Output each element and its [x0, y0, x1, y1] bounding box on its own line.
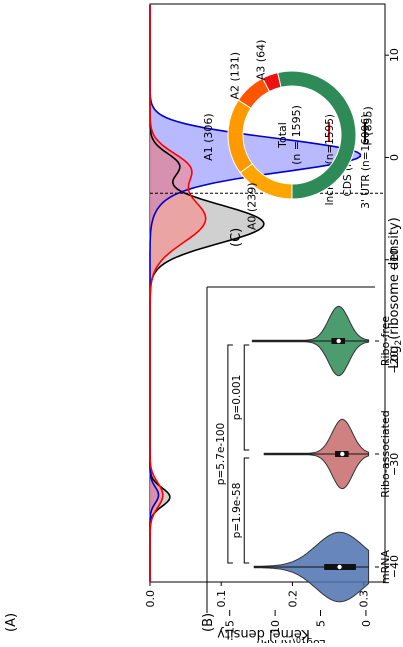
donut-label-a2-131: A2 (131) — [228, 52, 241, 100]
density-x-tick-label: −30 — [388, 453, 401, 476]
violin-category-label-mrna: mRNA — [379, 549, 392, 584]
density-area-cds-n-17981 — [150, 4, 361, 582]
density-y-axis-label: Kernel density — [217, 626, 310, 641]
donut-center-count: (n = 1595) — [290, 105, 303, 165]
panel-a-label: (A) — [4, 613, 19, 632]
donut-label-a3-64: A3 (64) — [254, 40, 267, 81]
violin-value-axis: 0 5 10 15 — [224, 610, 373, 634]
donut-label-f-855: F (855) — [361, 106, 374, 145]
violin-value-axis-label: Log10(RPKM) — [256, 635, 325, 643]
panel-b-label: (B) — [201, 613, 216, 632]
legend-label-3-utr-n-16096: 3' UTR (n=16096) — [360, 114, 372, 209]
significance-brackets: p=1.9e-58 p=0.001 p=5.7e-100 — [215, 344, 250, 564]
donut-slice-labels: F (855) A3 (64) A2 (131) A1 (306) A0 (239) — [202, 40, 374, 230]
density-line-lncrna-n-1595 — [149, 5, 207, 582]
panel-c-donut-chart: F (855) A3 (64) A2 (131) A1 (306) A0 (239) T… — [202, 40, 374, 247]
density-x-tick-label: −20 — [388, 350, 401, 373]
violin-value-tick-label: 0 — [360, 620, 373, 627]
density-y-tick-label: 0.0 — [144, 590, 157, 608]
donut-label-a0-239: A0 (239) — [246, 182, 259, 230]
bracket-p-0-001 — [243, 344, 250, 451]
panel-b-violin-chart: p=1.9e-58 p=0.001 p=5.7e-100 0 5 10 15 mRNA Ri… — [201, 286, 392, 647]
bracket-p-5-7e-100 — [227, 344, 233, 564]
violin-value-tick-label: 10 — [269, 620, 282, 634]
density-lines — [149, 5, 362, 582]
violin-median-ribo-free — [336, 338, 341, 344]
donut-label-a1-306: A1 (306) — [202, 113, 215, 161]
density-y-tick-label: 0.2 — [286, 590, 299, 608]
donut-center-total: Total — [276, 122, 289, 149]
panel-c-label: (C) — [229, 228, 244, 247]
density-y-axis: 0.0 0.1 0.2 0.3 — [144, 582, 371, 608]
violin-value-tick-label: 5 — [315, 620, 328, 627]
violins — [251, 305, 370, 603]
violin-axes — [206, 286, 375, 613]
density-x-axis-label: Log2(ribosome density) — [387, 217, 403, 368]
donut-slice-a0-239 — [239, 163, 293, 200]
density-x-axis: −40 −30 −20 −10 0 10 — [385, 48, 401, 578]
violin-median-ribo-associated — [340, 451, 345, 457]
density-x-tick-label: 10 — [388, 48, 401, 62]
violin-median-mrna — [337, 564, 342, 570]
bracket-label-p-1-9e-58: p=1.9e-58 — [231, 483, 243, 539]
density-x-tick-label: −40 — [388, 555, 401, 578]
violin-category-axis: mRNA Ribo-associated Ribo-free — [375, 316, 392, 584]
bracket-label-p-5-7e-100: p=5.7e-100 — [215, 423, 227, 485]
violin-category-label-ribo-associated: Ribo-associated — [379, 410, 392, 497]
donut-slices — [227, 70, 357, 200]
violin-category-label-ribo-free: Ribo-free — [379, 316, 392, 367]
density-area-lncrna-n-1595 — [150, 4, 206, 582]
violin-value-tick-label: 15 — [224, 620, 237, 634]
density-x-tick-label: −10 — [388, 248, 401, 271]
density-fills — [150, 4, 361, 582]
density-y-tick-label: 0.3 — [358, 590, 371, 608]
bracket-label-p-0-001: p=0.001 — [231, 375, 243, 421]
bracket-p-1-9e-58 — [243, 457, 250, 564]
density-x-tick-label: 0 — [388, 154, 401, 161]
density-y-tick-label: 0.1 — [215, 590, 228, 608]
